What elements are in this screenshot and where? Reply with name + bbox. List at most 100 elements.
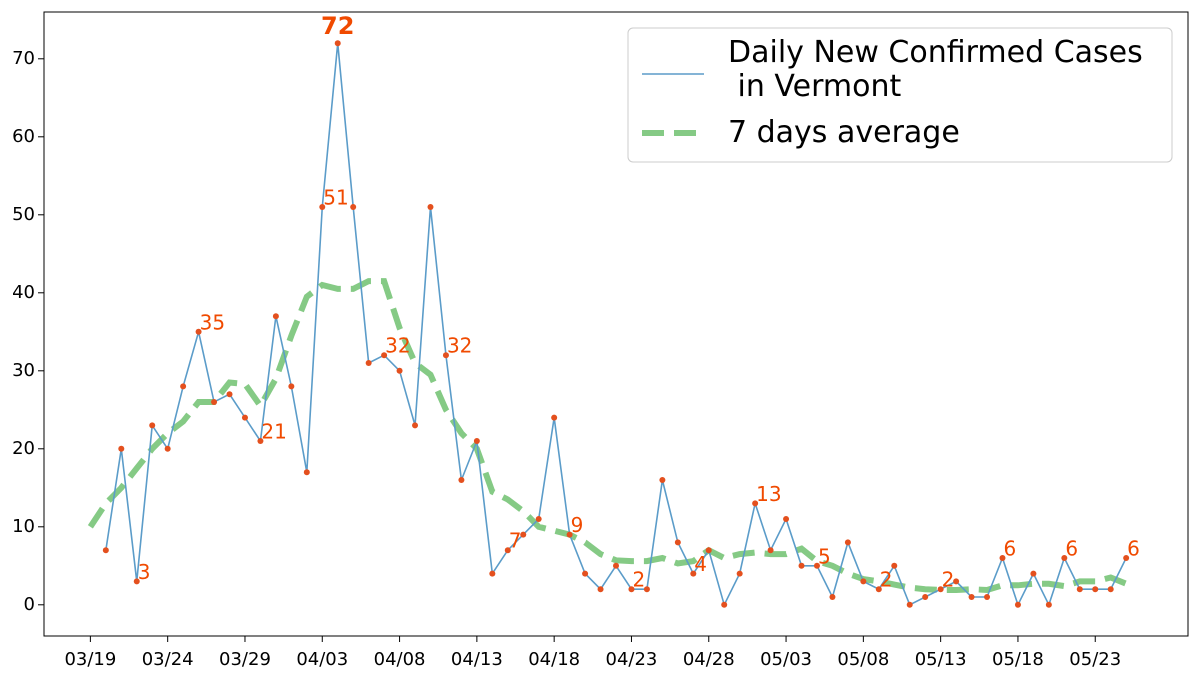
x-tick-label: 04/23 — [606, 649, 658, 670]
data-point — [412, 422, 419, 429]
data-point — [195, 328, 202, 335]
data-point — [319, 204, 326, 210]
data-label: 6 — [1003, 537, 1016, 561]
y-tick-label: 10 — [12, 516, 35, 537]
y-tick-label: 60 — [12, 126, 35, 147]
data-label: 9 — [571, 513, 584, 537]
data-point — [922, 594, 929, 600]
data-point — [1045, 601, 1052, 608]
data-point — [241, 414, 248, 421]
data-point — [1076, 586, 1083, 593]
data-label: 4 — [694, 552, 707, 576]
x-tick-label: 05/03 — [760, 649, 812, 670]
data-point — [628, 586, 635, 593]
data-point — [427, 204, 434, 210]
data-point — [1092, 586, 1099, 593]
data-label: 2 — [942, 568, 955, 592]
data-label: 3 — [138, 560, 151, 584]
data-point — [566, 531, 573, 538]
data-point — [736, 570, 743, 577]
data-label: 2 — [632, 568, 645, 592]
legend-label: Daily New Confirmed Cases in Vermont — [728, 35, 1143, 104]
data-point — [396, 367, 403, 374]
y-tick-label: 50 — [12, 204, 35, 225]
data-label: 32 — [447, 334, 472, 358]
data-point — [798, 562, 805, 569]
average-line — [87, 278, 1128, 594]
data-point — [752, 500, 759, 507]
y-tick-label: 20 — [12, 438, 35, 459]
data-point — [520, 531, 527, 538]
data-point — [783, 516, 790, 522]
x-tick-label: 04/28 — [683, 649, 735, 670]
x-tick-label: 04/18 — [528, 649, 580, 670]
x-tick-label: 04/08 — [374, 649, 426, 670]
data-point — [674, 539, 681, 546]
data-point — [984, 594, 991, 600]
data-point — [860, 578, 867, 585]
legend-label: 7 days average — [728, 115, 960, 150]
y-tick-label: 70 — [12, 48, 35, 69]
x-tick-label: 03/19 — [64, 649, 116, 670]
data-label: 32 — [385, 334, 410, 358]
data-point — [504, 547, 511, 554]
x-tick-label: 03/24 — [142, 649, 194, 670]
data-point — [582, 570, 589, 577]
y-tick-label: 0 — [24, 594, 35, 615]
data-point — [272, 313, 279, 320]
x-tick-label: 04/13 — [451, 649, 503, 670]
data-label: 5 — [818, 544, 831, 568]
data-point — [721, 601, 728, 608]
data-point — [334, 40, 341, 47]
data-label: 7 — [509, 529, 522, 553]
data-point — [906, 601, 913, 608]
data-point — [442, 352, 449, 359]
data-point — [1061, 555, 1068, 561]
data-point — [118, 445, 125, 452]
data-point — [133, 578, 140, 585]
data-point — [643, 586, 650, 593]
data-point — [381, 352, 388, 359]
data-label: 6 — [1065, 537, 1078, 561]
data-label: 2 — [880, 568, 893, 592]
data-point — [365, 360, 372, 366]
data-point — [999, 555, 1006, 561]
data-point — [875, 586, 882, 593]
data-point — [597, 586, 604, 593]
data-point — [968, 594, 975, 600]
x-tick-label: 05/23 — [1069, 649, 1121, 670]
x-tick-label: 04/03 — [296, 649, 348, 670]
data-point — [829, 594, 836, 600]
y-tick-label: 30 — [12, 360, 35, 381]
data-label: 6 — [1127, 537, 1140, 561]
data-point — [164, 445, 171, 452]
data-point — [473, 438, 480, 444]
data-point — [1014, 601, 1021, 608]
data-point — [489, 570, 496, 577]
data-point — [180, 383, 187, 390]
data-label: 13 — [756, 482, 781, 506]
data-point — [1030, 570, 1037, 577]
data-label: 51 — [323, 186, 348, 210]
data-label: 21 — [261, 420, 286, 444]
data-point — [891, 562, 898, 569]
x-tick-label: 05/13 — [915, 649, 967, 670]
data-point — [211, 399, 218, 405]
data-point — [690, 570, 697, 577]
data-point — [844, 539, 851, 546]
data-point — [813, 562, 820, 569]
data-point — [1107, 586, 1114, 593]
data-point — [937, 586, 944, 593]
data-point — [458, 477, 465, 483]
data-point — [257, 438, 264, 444]
data-point — [767, 547, 774, 554]
data-point — [149, 422, 156, 429]
data-point — [102, 547, 109, 554]
x-tick-label: 05/08 — [837, 649, 889, 670]
data-point — [659, 477, 666, 483]
data-point — [613, 562, 619, 569]
data-point — [288, 383, 295, 390]
data-point — [350, 204, 357, 210]
